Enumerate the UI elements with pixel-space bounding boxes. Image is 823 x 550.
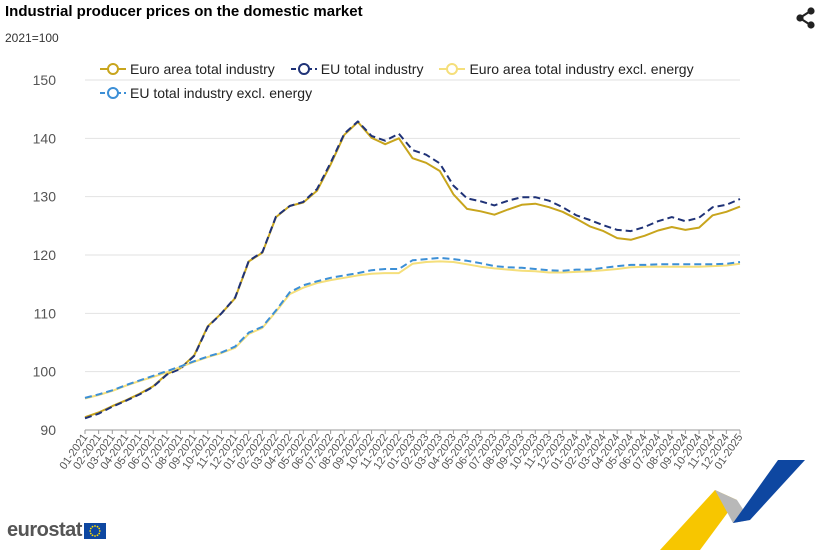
y-tick-label: 150 [33,72,57,88]
grid-lines [85,79,740,431]
y-tick-label: 120 [33,247,57,263]
legend-label: EU total industry excl. energy [130,85,313,101]
y-tick-label: 100 [33,364,57,380]
x-axis: 01-202102-202103-202104-202105-202106-20… [57,430,745,472]
share-icon[interactable] [794,6,818,30]
legend: Euro area total industry EU total industr… [100,60,790,102]
eurostat-logo: eurostat [7,519,106,542]
series-line-3 [84,260,741,400]
y-tick-label: 140 [33,130,57,146]
chart-title: Industrial producer prices on the domest… [5,3,363,20]
series-line-2 [84,120,741,420]
legend-label: EU total industry [320,61,424,77]
legend-marker-icon [100,63,126,75]
eu-flag-icon [83,522,106,539]
legend-item-1[interactable]: Euro area total industry [100,60,275,78]
legend-marker-icon [100,87,126,99]
y-tick-label: 110 [34,305,57,321]
legend-marker-icon [290,63,317,75]
legend-item-4[interactable]: EU total industry excl. energy [100,84,312,102]
series-line-4 [84,256,741,399]
eurostat-ribbon-decoration [660,460,805,550]
legend-label: Euro area total industry [130,61,275,77]
y-tick-label: 90 [40,422,56,438]
legend-item-3[interactable]: Euro area total industry excl. energy [439,60,694,78]
chart-subtitle: 2021=100 [5,31,59,45]
series-line-1 [84,121,741,419]
series-lines [84,120,741,420]
legend-label: Euro area total industry excl. energy [469,61,694,77]
y-axis: 90 100 110 120 130 140 150 [33,72,57,438]
legend-marker-icon [439,63,466,75]
logo-text: eurostat [7,519,82,541]
y-tick-label: 130 [33,189,57,205]
legend-item-2[interactable]: EU total industry [290,60,424,78]
